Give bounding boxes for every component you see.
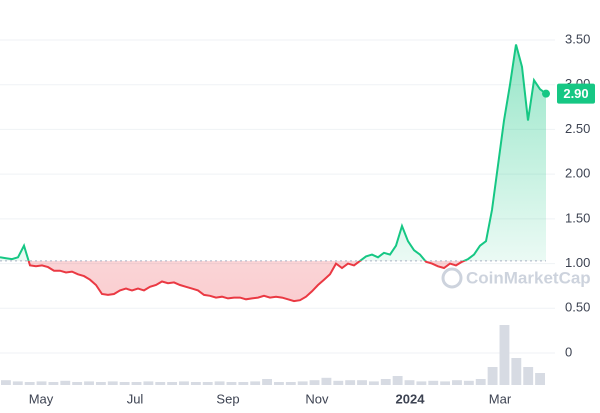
volume-bar [143,381,154,385]
volume-bar [238,382,249,385]
volume-bar [499,325,510,385]
volume-bar [119,382,130,385]
y-tick-label: 2.00 [565,166,590,181]
price-line-down [27,260,467,303]
volume-bar [179,381,189,385]
area-down [0,260,546,302]
x-tick-label: Jul [127,391,144,406]
volume-bar [12,381,23,385]
volume-bar [274,382,284,385]
watermark-text: CoinMarketCap [466,268,591,287]
volume-bar [535,373,545,385]
volume-bar [416,381,427,385]
volume-bar [167,382,178,385]
volume-bar [368,381,379,385]
current-dot [542,89,550,98]
y-tick-label: 1.00 [565,255,590,270]
x-tick-label: Nov [305,391,329,406]
volume-bar [404,380,415,385]
volume-bar [309,380,320,385]
grid [0,39,555,354]
volume-bar [190,382,201,385]
volume-bar [345,380,356,385]
volume-bar [48,382,59,385]
area-up [0,44,546,261]
y-tick-label: 2.50 [565,121,590,136]
volume-bar [202,382,213,385]
price-tag [557,83,595,104]
x-tick-label: Sep [216,391,239,406]
volume-bar [321,377,332,385]
volume-bar [250,381,261,385]
watermark: CoinMarketCap [441,267,591,289]
volume-bar [214,381,225,385]
volume-bar [452,380,462,385]
volume-bar [440,381,451,385]
x-tick-label: Mar [489,391,512,406]
volume-bar [24,382,35,385]
volume-bar [463,380,474,385]
volume-bar [226,382,237,385]
volume-bar [392,376,403,385]
volume-bar [36,381,47,385]
y-tick-label: 0.50 [565,300,590,315]
volume-bar [487,367,498,385]
volume-bar [285,382,296,385]
price-tag-label: 2.90 [563,86,588,101]
x-tick-label: 2024 [396,391,426,406]
volume-bar [523,367,534,385]
volume-bar [107,381,118,385]
volume-bar [72,382,83,385]
volume-bar [131,382,142,385]
plot [0,44,550,303]
volume-bar [60,380,71,385]
volume-bar [428,380,439,385]
volume-bar [357,380,367,385]
volume-bar [475,379,486,385]
volume-bar [511,358,522,385]
volume-bar [84,381,94,385]
volume-bar [262,379,272,385]
volume-bar [155,382,166,385]
y-tick-label: 3.50 [565,31,590,46]
volume-bar [1,380,11,385]
y-tick-label: 1.50 [565,210,590,225]
volume-bar [297,381,308,385]
volume-bar [95,382,106,385]
volume-bar [380,379,391,385]
volume [1,325,545,385]
x-tick-label: May [29,391,54,406]
volume-bar [333,380,344,385]
y-tick-label: 0 [565,344,572,359]
